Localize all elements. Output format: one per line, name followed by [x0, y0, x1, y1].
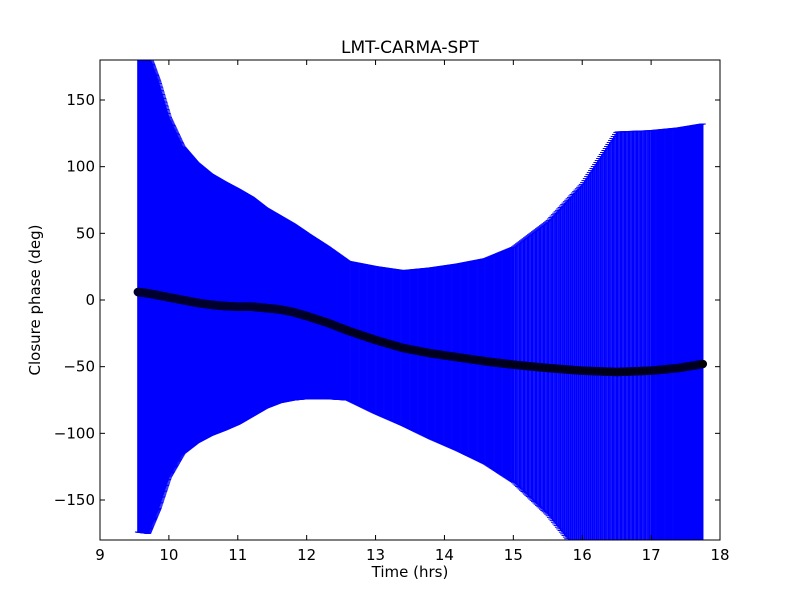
- data-markers: [133, 287, 708, 377]
- y-tick-label: 150: [66, 91, 95, 109]
- y-tick-label: 0: [85, 291, 95, 309]
- y-tick-label: 100: [66, 158, 95, 176]
- x-ticks: 9 10 11 12 13 14 15 16 17 18: [95, 60, 730, 564]
- y-ticks: 150 100 50 0 −50 −100 −150: [54, 91, 720, 509]
- y-tick-label: −100: [54, 424, 95, 442]
- x-tick-label: 16: [573, 546, 592, 564]
- x-tick-label: 18: [710, 546, 729, 564]
- x-tick-label: 11: [228, 546, 247, 564]
- x-tick-label: 15: [504, 546, 523, 564]
- data-point: [698, 359, 708, 369]
- y-tick-label: −50: [63, 358, 95, 376]
- y-tick-label: 50: [76, 224, 95, 242]
- y-tick-label: −150: [54, 491, 95, 509]
- x-tick-label: 12: [297, 546, 316, 564]
- error-bars: [134, 59, 706, 540]
- x-tick-label: 9: [95, 546, 105, 564]
- x-tick-label: 17: [642, 546, 661, 564]
- chart-title: LMT-CARMA-SPT: [341, 38, 480, 58]
- x-tick-label: 14: [435, 546, 454, 564]
- x-tick-label: 13: [366, 546, 385, 564]
- x-axis-label: Time (hrs): [371, 563, 449, 581]
- x-tick-label: 10: [159, 546, 178, 564]
- y-axis-label: Closure phase (deg): [26, 225, 44, 376]
